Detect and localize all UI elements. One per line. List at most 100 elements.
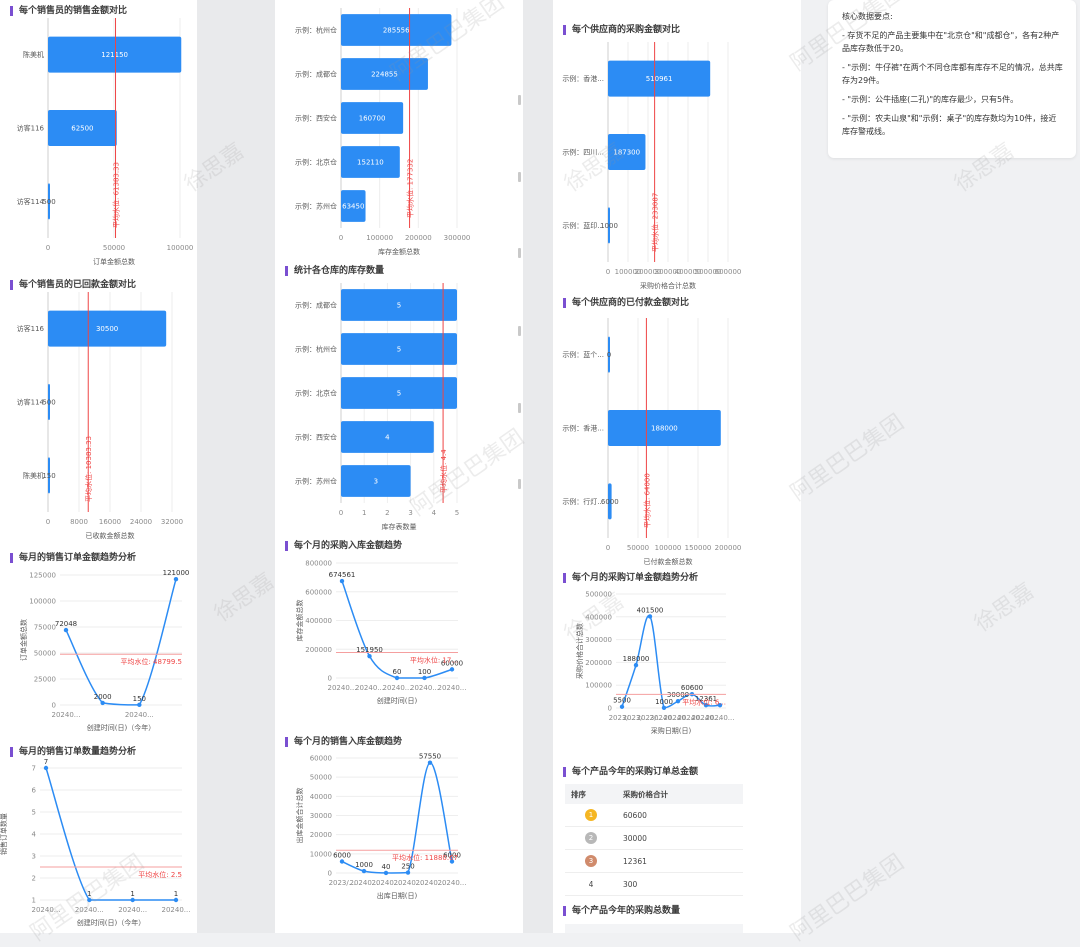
x-tick-label: 20240... xyxy=(52,711,81,719)
table-header-rank: 排序 xyxy=(565,784,617,804)
bar xyxy=(608,60,711,97)
category-label: 示例：四川... xyxy=(562,148,604,157)
data-point xyxy=(43,765,49,771)
data-label: 5500 xyxy=(613,697,631,705)
category-label: 示例：成都仓 xyxy=(295,301,337,310)
data-label: 72048 xyxy=(55,620,77,628)
tick-label: 500000 xyxy=(585,591,612,599)
x-tick-label: 2023/... xyxy=(329,879,356,887)
tick-label: 0 xyxy=(606,268,610,276)
scroll-marker xyxy=(518,403,521,413)
category-label: 访客114 xyxy=(17,197,45,206)
x-tick-label: 20240... xyxy=(383,684,412,692)
category-label: 示例：西安仓 xyxy=(295,114,337,123)
average-label: 平均水位: 6... xyxy=(682,697,726,706)
chart-title-product-qty: 每个产品今年的采购总数量 xyxy=(563,906,680,916)
data-label: 1 xyxy=(130,890,134,898)
bar xyxy=(608,483,612,520)
average-label: 平均水位: 11880.67 xyxy=(392,853,458,862)
tick-label: 200000 xyxy=(305,646,332,654)
x-tick-label: 20240... xyxy=(692,714,721,722)
tick-label: 200000 xyxy=(585,659,612,667)
data-point xyxy=(383,870,389,876)
axis-title: 出库日期(日) xyxy=(377,891,418,900)
chart-title-warehouse-qty: 统计各仓库的库存数量 xyxy=(285,266,384,276)
tick-label: 150000 xyxy=(685,544,712,552)
bar xyxy=(341,58,428,90)
axis-title: 采购日期(日) xyxy=(651,726,692,735)
scroll-marker xyxy=(518,172,521,182)
tick-label: 0 xyxy=(46,518,50,526)
series-line xyxy=(65,578,177,706)
category-label: 陈美机 xyxy=(23,50,44,59)
table-row: 4 300 xyxy=(565,872,743,896)
axis-title: 库存金额总数 xyxy=(378,247,420,256)
x-tick-label: 2023/... xyxy=(623,714,650,722)
data-label: 63450 xyxy=(342,203,364,211)
product-qty-table-header xyxy=(565,924,743,933)
tick-label: 0 xyxy=(339,234,343,242)
tick-label: 2 xyxy=(32,875,36,883)
chart-title-supplier-paid: 每个供应商的已付款金额对比 xyxy=(563,298,689,308)
data-point xyxy=(173,897,179,903)
tick-label: 4 xyxy=(32,831,37,839)
data-point xyxy=(422,675,427,681)
tick-label: 50000 xyxy=(103,244,125,252)
insight-item: - 存货不足的产品主要集中在"北京仓"和"成都仓"，各有2种产品库存数低于20。 xyxy=(842,31,1060,53)
table-row: 3 12361 xyxy=(565,849,743,873)
tick-label: 50000 xyxy=(310,774,332,782)
column-3 xyxy=(553,0,801,933)
tick-label: 200000 xyxy=(715,544,742,552)
data-point xyxy=(173,576,179,582)
data-label: 3 xyxy=(374,478,378,486)
tick-label: 0 xyxy=(328,675,332,683)
category-label: 示例：香港... xyxy=(562,424,604,433)
average-label: 平均水位: 64000 xyxy=(642,473,651,528)
data-label: 510961 xyxy=(646,75,673,83)
bar xyxy=(608,134,646,170)
data-label: 150 xyxy=(42,472,55,480)
x-tick-label: 20240... xyxy=(410,684,439,692)
axis-title: 订单金额总数 xyxy=(93,257,135,266)
data-label: 100 xyxy=(418,668,431,676)
x-tick-label: 20240... xyxy=(350,879,379,887)
tick-label: 30000 xyxy=(310,812,332,820)
category-label: 示例：蓝个... xyxy=(562,350,604,359)
tick-label: 100000 xyxy=(29,598,56,606)
data-label: 401500 xyxy=(637,606,664,614)
amount-cell: 60600 xyxy=(617,804,743,827)
chart-title-monthly-sales-count: 每月的销售订单数量趋势分析 xyxy=(10,747,136,757)
data-point xyxy=(361,868,367,874)
tick-label: 7 xyxy=(32,765,36,773)
data-point xyxy=(137,702,142,708)
tick-label: 75000 xyxy=(34,624,56,632)
average-label: 平均水位: 233087 xyxy=(651,193,660,252)
scroll-marker xyxy=(518,248,521,258)
tick-label: 8000 xyxy=(70,518,88,526)
x-tick-label: 20240... xyxy=(125,711,154,719)
x-tick-label: 20240... xyxy=(664,714,693,722)
tick-label: 100000 xyxy=(655,544,682,552)
data-label: 30500 xyxy=(96,325,118,333)
x-tick-label: 20240... xyxy=(75,906,104,914)
data-label: 60000 xyxy=(441,659,463,667)
gutter-2 xyxy=(523,0,553,933)
category-label: 访客116 xyxy=(17,324,45,333)
data-point xyxy=(405,870,411,875)
tick-label: 40000 xyxy=(310,793,332,801)
table-header-amount: 采购价格合计 xyxy=(617,784,743,804)
category-label: 示例：西安仓 xyxy=(295,433,337,442)
category-label: 示例：苏州仓 xyxy=(295,202,337,211)
chart-title-salesperson-amount: 每个销售员的销售金额对比 xyxy=(10,6,127,16)
tick-label: 1 xyxy=(362,509,366,517)
average-label: 平均水位: 17... xyxy=(410,656,458,665)
data-label: 224855 xyxy=(371,71,398,79)
axis-title: 创建时间(日) xyxy=(377,696,418,705)
category-label: 示例：苏州仓 xyxy=(295,477,337,486)
tick-label: 100000 xyxy=(585,682,612,690)
data-label: 1000 xyxy=(355,861,373,869)
x-tick-label: 2023/... xyxy=(609,714,636,722)
tick-label: 3 xyxy=(32,853,36,861)
data-label: 121000 xyxy=(163,569,190,577)
